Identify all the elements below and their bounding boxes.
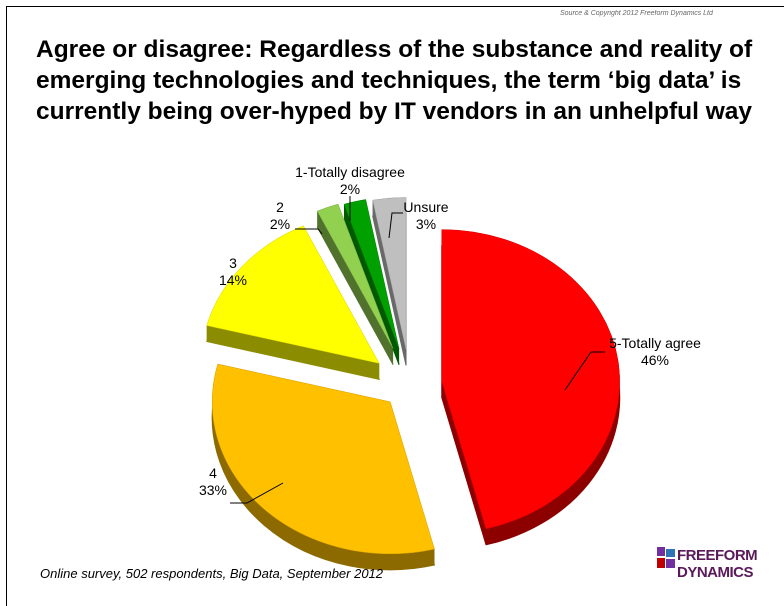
slice-face-5-totally-agree-1 bbox=[441, 381, 487, 545]
logo-line2: DYNAMICS bbox=[677, 564, 754, 581]
slice-label-unsure: Unsure bbox=[403, 199, 448, 215]
slice-5-totally-agree bbox=[441, 229, 620, 530]
slide-frame bbox=[6, 6, 784, 606]
slice-label-5-totally-agree: 5-Totally agree bbox=[609, 335, 701, 351]
slice-face-unsure-0 bbox=[372, 200, 407, 366]
leader-line-unsure bbox=[388, 212, 403, 239]
chart-title: Agree or disagree: Regardless of the sub… bbox=[36, 36, 753, 125]
slice-face-3-0 bbox=[206, 325, 380, 380]
pie-tops bbox=[206, 197, 620, 555]
leader-line-2 bbox=[295, 228, 323, 235]
slice-unsure bbox=[372, 197, 407, 350]
slice-1-totally-disagree bbox=[343, 199, 400, 349]
copyright-notice: Source & Copyright 2012 Freeform Dynamic… bbox=[560, 10, 713, 17]
slice-value-4: 33% bbox=[199, 482, 227, 498]
slice-label-1-totally-disagree: 1-Totally disagree bbox=[295, 164, 405, 180]
slice-2 bbox=[316, 203, 394, 349]
slice-face-1-totally-disagree-0 bbox=[344, 204, 400, 365]
freeform-dynamics-logo: FREEFORM DYNAMICS bbox=[655, 545, 780, 585]
slice-rim-4 bbox=[212, 364, 435, 570]
logo-mark-icon bbox=[657, 547, 675, 568]
slice-value-2: 2% bbox=[270, 216, 290, 232]
logo-line1: FREEFORM bbox=[677, 547, 758, 564]
survey-footnote: Online survey, 502 respondents, Big Data… bbox=[40, 566, 384, 581]
slice-value-unsure: 3% bbox=[416, 216, 436, 232]
slice-value-3: 14% bbox=[219, 272, 247, 288]
slice-3 bbox=[206, 225, 380, 364]
slice-face-2-0 bbox=[317, 211, 394, 365]
slice-value-1-totally-disagree: 2% bbox=[340, 181, 360, 197]
slice-label-4: 4 bbox=[209, 465, 217, 481]
leader-line-4 bbox=[230, 482, 284, 504]
slice-label-2: 2 bbox=[276, 199, 284, 215]
leader-line-5-totally-agree bbox=[564, 351, 605, 391]
slice-value-5-totally-agree: 46% bbox=[641, 352, 669, 368]
slice-4 bbox=[211, 363, 435, 555]
slice-label-3: 3 bbox=[229, 255, 237, 271]
